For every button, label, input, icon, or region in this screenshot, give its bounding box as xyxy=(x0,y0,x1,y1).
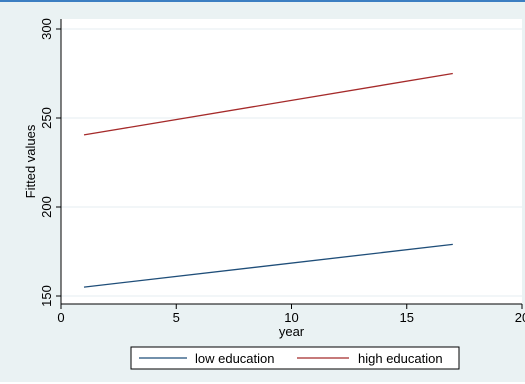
y-tick-label-250: 250 xyxy=(39,107,54,129)
series-lines xyxy=(83,72,453,288)
x-tick-label-20: 20 xyxy=(515,310,525,325)
x-tick-label-15: 15 xyxy=(400,310,414,325)
legend: low education high education xyxy=(130,346,460,370)
y-axis-title: Fitted values xyxy=(23,124,38,198)
y-tick-label-300: 300 xyxy=(39,18,54,40)
x-tick-label-10: 10 xyxy=(284,310,298,325)
x-axis-title: year xyxy=(279,324,305,339)
legend-label-1: high education xyxy=(358,351,443,366)
y-tick-label-150: 150 xyxy=(39,285,54,307)
series-line-1 xyxy=(83,72,453,136)
gridlines xyxy=(61,28,522,297)
y-tick-label-200: 200 xyxy=(39,196,54,218)
x-tick-label-0: 0 xyxy=(57,310,64,325)
x-tick-label-5: 5 xyxy=(173,310,180,325)
legend-label-0: low education xyxy=(195,351,275,366)
legend-box xyxy=(130,346,460,370)
series-line-0 xyxy=(83,243,453,288)
plot-area xyxy=(61,19,522,304)
axes: 0 5 10 15 20 150 200 250 300 xyxy=(39,18,525,325)
